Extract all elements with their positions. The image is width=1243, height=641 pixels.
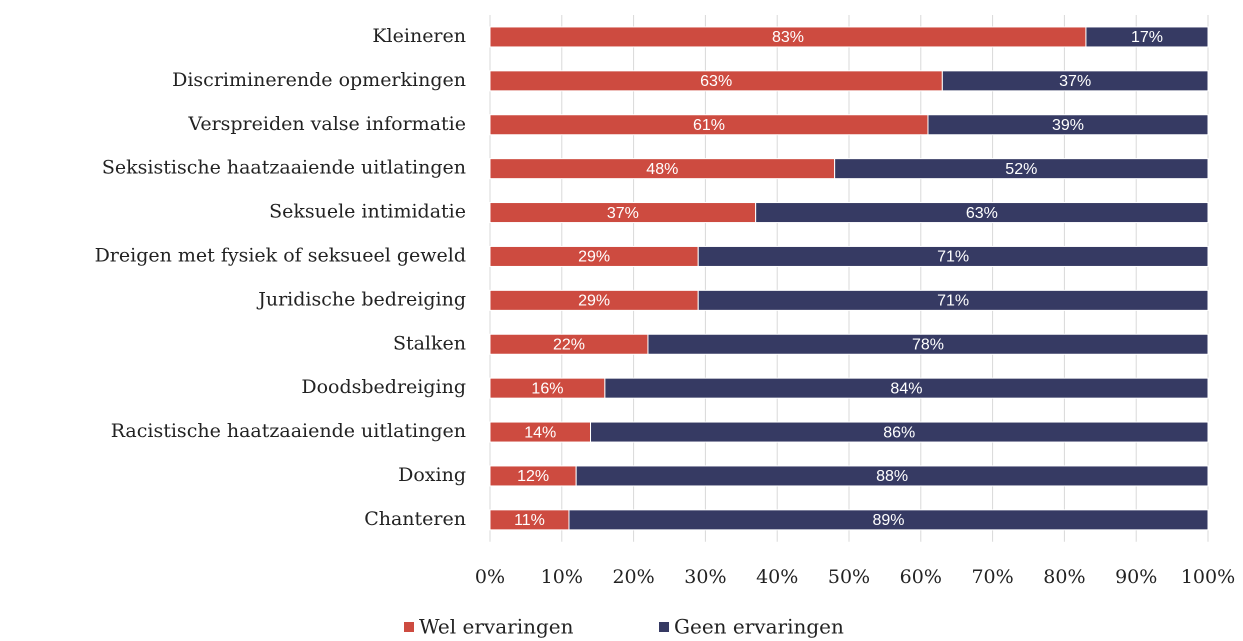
data-label: 78% — [912, 336, 944, 353]
data-label: 71% — [937, 249, 969, 266]
bar-segment — [647, 333, 1209, 355]
bar-segment — [755, 202, 1209, 224]
bar-segment — [697, 245, 1209, 267]
category-label: Juridische bedreiging — [256, 288, 466, 310]
legend-swatch — [659, 622, 669, 632]
category-label: Discriminerende opmerkingen — [172, 69, 466, 91]
bar-segment — [834, 158, 1209, 180]
x-tick-label: 40% — [756, 566, 798, 588]
data-label: 22% — [553, 336, 585, 353]
data-label: 16% — [531, 380, 563, 397]
data-label: 37% — [607, 205, 639, 222]
x-tick-label: 70% — [971, 566, 1013, 588]
bar-segment — [590, 421, 1209, 443]
data-label: 89% — [872, 512, 904, 529]
data-label: 14% — [524, 424, 556, 441]
x-tick-label: 80% — [1043, 566, 1085, 588]
data-label: 63% — [700, 73, 732, 90]
bar-segment — [941, 70, 1209, 92]
x-tick-label: 0% — [475, 566, 505, 588]
x-tick-label: 20% — [612, 566, 654, 588]
x-tick-label: 90% — [1115, 566, 1157, 588]
data-label: 52% — [1005, 161, 1037, 178]
x-tick-label: 50% — [828, 566, 870, 588]
category-label: Doodsbedreiging — [301, 376, 466, 398]
bar-segment — [575, 465, 1209, 487]
category-label: Racistische haatzaaiende uitlatingen — [111, 420, 466, 442]
x-tick-label: 60% — [900, 566, 942, 588]
data-label: 17% — [1131, 29, 1163, 46]
data-label: 88% — [876, 468, 908, 485]
data-label: 86% — [883, 424, 915, 441]
category-label: Kleineren — [372, 25, 466, 47]
category-label: Chanteren — [364, 508, 466, 530]
bar-segment — [697, 289, 1209, 311]
data-label: 39% — [1052, 117, 1084, 134]
data-label: 61% — [693, 117, 725, 134]
bar-segment — [568, 509, 1209, 531]
legend-label: Wel ervaringen — [419, 615, 574, 639]
category-label: Seksuele intimidatie — [269, 201, 466, 223]
data-label: 84% — [890, 380, 922, 397]
category-label: Seksistische haatzaaiende uitlatingen — [102, 157, 466, 179]
legend-swatch — [404, 622, 414, 632]
category-label: Dreigen met fysiek of seksueel geweld — [95, 244, 466, 266]
data-label: 48% — [646, 161, 678, 178]
data-label: 11% — [514, 512, 545, 529]
legend-label: Geen ervaringen — [674, 615, 844, 639]
data-label: 29% — [578, 249, 610, 266]
bar-segment — [1085, 26, 1209, 48]
data-label: 63% — [966, 205, 998, 222]
category-label: Stalken — [393, 332, 466, 354]
x-tick-label: 100% — [1181, 566, 1235, 588]
data-label: 83% — [772, 29, 804, 46]
bar-segment — [927, 114, 1209, 136]
x-tick-label: 10% — [541, 566, 583, 588]
bar-segment — [604, 377, 1209, 399]
data-label: 29% — [578, 293, 610, 310]
category-label: Doxing — [398, 464, 466, 486]
data-label: 12% — [517, 468, 549, 485]
category-label: Verspreiden valse informatie — [187, 113, 466, 135]
data-label: 71% — [937, 293, 969, 310]
data-label: 37% — [1059, 73, 1091, 90]
x-tick-label: 30% — [684, 566, 726, 588]
